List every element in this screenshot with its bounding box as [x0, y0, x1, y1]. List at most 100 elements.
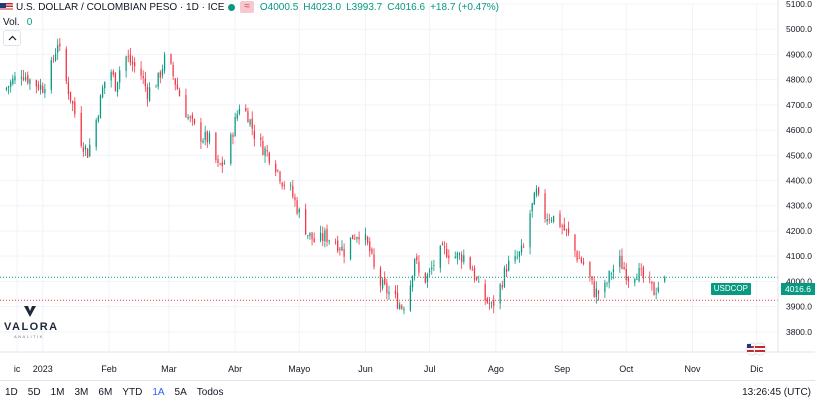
ticker-label: USDCOP [710, 283, 751, 295]
candle-body [619, 255, 621, 268]
candle-body [144, 78, 146, 87]
candle-body [116, 81, 119, 93]
range-button-1d[interactable]: 1D [5, 387, 18, 398]
candle-body [65, 48, 67, 82]
candle-body [589, 261, 591, 277]
candle-body [349, 237, 352, 260]
y-tick-label: 4900.0 [786, 49, 812, 59]
candle-body [328, 240, 330, 242]
candle-body [322, 233, 324, 241]
candle-body [458, 253, 461, 256]
candle-body [386, 282, 388, 294]
candle-body [501, 285, 503, 288]
compare-icon[interactable]: ≈ [240, 1, 254, 13]
candle-body [373, 254, 375, 267]
candle-body [262, 140, 264, 156]
us-event-icon-stripe [755, 346, 765, 348]
y-tick-label: 4300.0 [786, 201, 812, 211]
candle-body [537, 187, 540, 194]
candle-body [516, 257, 518, 258]
candle-body [39, 84, 42, 90]
candle-body [7, 86, 10, 88]
candlestick-chart[interactable]: 5100.0 5000.0 4900.0 4800.0 4700.0 4600.0 4500… [0, 0, 815, 380]
range-button-5a[interactable]: 5A [174, 387, 187, 398]
range-button-1m[interactable]: 1M [50, 387, 65, 398]
candle-body [356, 237, 358, 240]
range-button-3m[interactable]: 3M [74, 387, 89, 398]
candle-body [597, 290, 600, 294]
candle-body [221, 162, 223, 166]
volume-legend: Vol. 0 [3, 17, 32, 28]
candle-body [642, 267, 644, 279]
candle-body [204, 131, 206, 140]
y-tick-label: 4100.0 [786, 251, 812, 261]
candle-body [337, 240, 339, 252]
us-event-icon-stripe [755, 350, 765, 352]
candle-body [475, 277, 478, 280]
collapse-legend-button[interactable] [3, 30, 21, 46]
candle-body [67, 81, 70, 95]
candle-body [544, 193, 546, 220]
candle-body [593, 281, 595, 297]
candle-body [178, 90, 181, 97]
candle-body [202, 140, 204, 143]
candle-body [232, 135, 234, 137]
chart-area[interactable]: 5100.0 5000.0 4900.0 4800.0 4700.0 4600.0 4500… [0, 0, 815, 380]
candle-body [82, 147, 84, 152]
candle-body [535, 188, 538, 196]
range-button-5d[interactable]: 5D [27, 387, 41, 398]
candle-body [608, 271, 610, 283]
candle-body [84, 146, 87, 150]
candle-body [401, 305, 403, 309]
candle-body [5, 87, 8, 90]
candle-body [307, 235, 309, 236]
candle-body [127, 56, 129, 58]
candle-body [473, 268, 476, 280]
candle-body [341, 246, 343, 251]
candle-body [640, 268, 642, 270]
candle-body [441, 243, 444, 246]
candle-body [80, 112, 82, 146]
range-button-ytd[interactable]: YTD [122, 387, 143, 398]
candle-body [50, 60, 52, 90]
range-button-6m[interactable]: 6M [98, 387, 113, 398]
candle-body [409, 285, 412, 311]
candle-body [424, 272, 426, 283]
y-tick-label: 4600.0 [786, 125, 812, 135]
candle-body [546, 219, 548, 222]
candle-body [174, 78, 176, 85]
candle-body [358, 236, 360, 240]
candle-body [119, 70, 121, 83]
y-tick-label: 4700.0 [786, 100, 812, 110]
last-price-label: 4016.6 [781, 283, 815, 295]
candle-body [125, 56, 127, 71]
candle-body [621, 255, 623, 270]
candle-body [245, 107, 247, 112]
candle-body [484, 283, 486, 301]
candle-body [414, 258, 416, 277]
logo-mark-icon [24, 306, 36, 317]
candle-body [649, 278, 651, 280]
candle-body [277, 169, 279, 171]
candle-body [249, 119, 251, 125]
x-tick-label: 2023 [33, 364, 53, 374]
y-tick-label: 4000.0 [786, 276, 812, 286]
range-button-todos[interactable]: Todos [196, 387, 224, 398]
candle-body [95, 120, 97, 147]
candle-body [657, 287, 659, 292]
candle-body [636, 278, 638, 280]
candle-body [10, 81, 12, 87]
ohlc-close: C4016.6 [387, 1, 426, 13]
candle-body [176, 84, 179, 90]
x-tick-label: Mayo [288, 364, 310, 374]
x-tick-label: Dic [750, 364, 763, 374]
candle-body [187, 116, 189, 119]
candle-body [142, 76, 144, 79]
candle-body [606, 283, 608, 285]
candle-body [518, 251, 521, 257]
y-tick-label: 5000.0 [786, 24, 812, 34]
range-button-1a[interactable]: 1A [152, 387, 165, 398]
candle-body [72, 101, 74, 104]
candle-body [576, 251, 578, 261]
us-event-icon-2 [753, 342, 767, 356]
